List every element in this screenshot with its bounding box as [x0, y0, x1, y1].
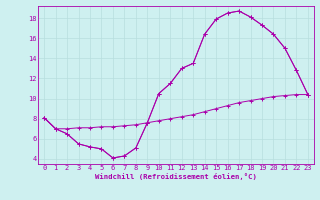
- X-axis label: Windchill (Refroidissement éolien,°C): Windchill (Refroidissement éolien,°C): [95, 173, 257, 180]
